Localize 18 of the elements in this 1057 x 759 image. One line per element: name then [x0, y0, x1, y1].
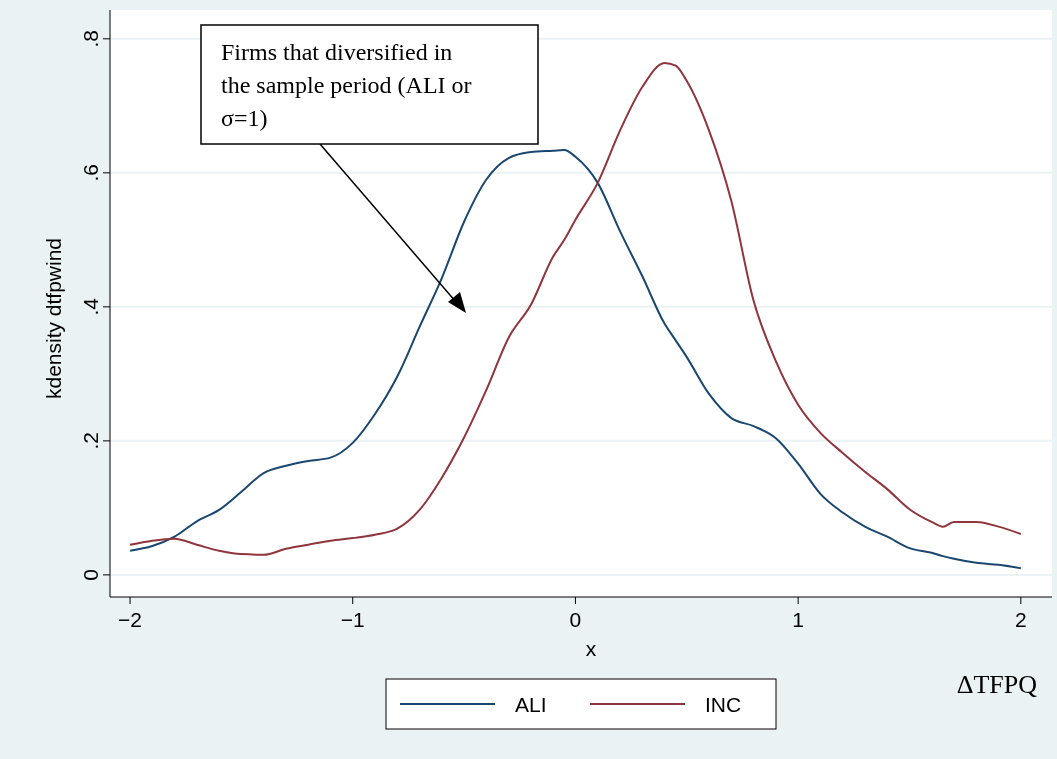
x-tick-label: 2 — [1014, 608, 1027, 631]
line-series — [129, 61, 1022, 556]
y-tick-label: 0 — [79, 569, 102, 581]
x-tick-label: 1 — [792, 608, 804, 631]
x-tick-label: −2 — [118, 608, 143, 631]
y-axis-title: kdensity dtfpwind — [42, 237, 65, 400]
y-tick-label: .6 — [79, 164, 102, 182]
annotation: Firms that diversified in the sample period (ALI or σ=1) — [221, 39, 472, 131]
x-tick-label: 0 — [569, 608, 582, 631]
x-axis-title: x — [585, 637, 597, 660]
line-series — [129, 149, 1022, 570]
legend-label: ALI — [515, 693, 547, 716]
text: ΔTFPQ — [956, 670, 1038, 699]
y-tick-label: .2 — [79, 432, 102, 450]
y-tick-label: .8 — [79, 30, 102, 48]
legend-label: INC — [705, 693, 742, 716]
x-tick-label: −1 — [340, 608, 365, 631]
y-tick-label: .4 — [79, 297, 102, 316]
